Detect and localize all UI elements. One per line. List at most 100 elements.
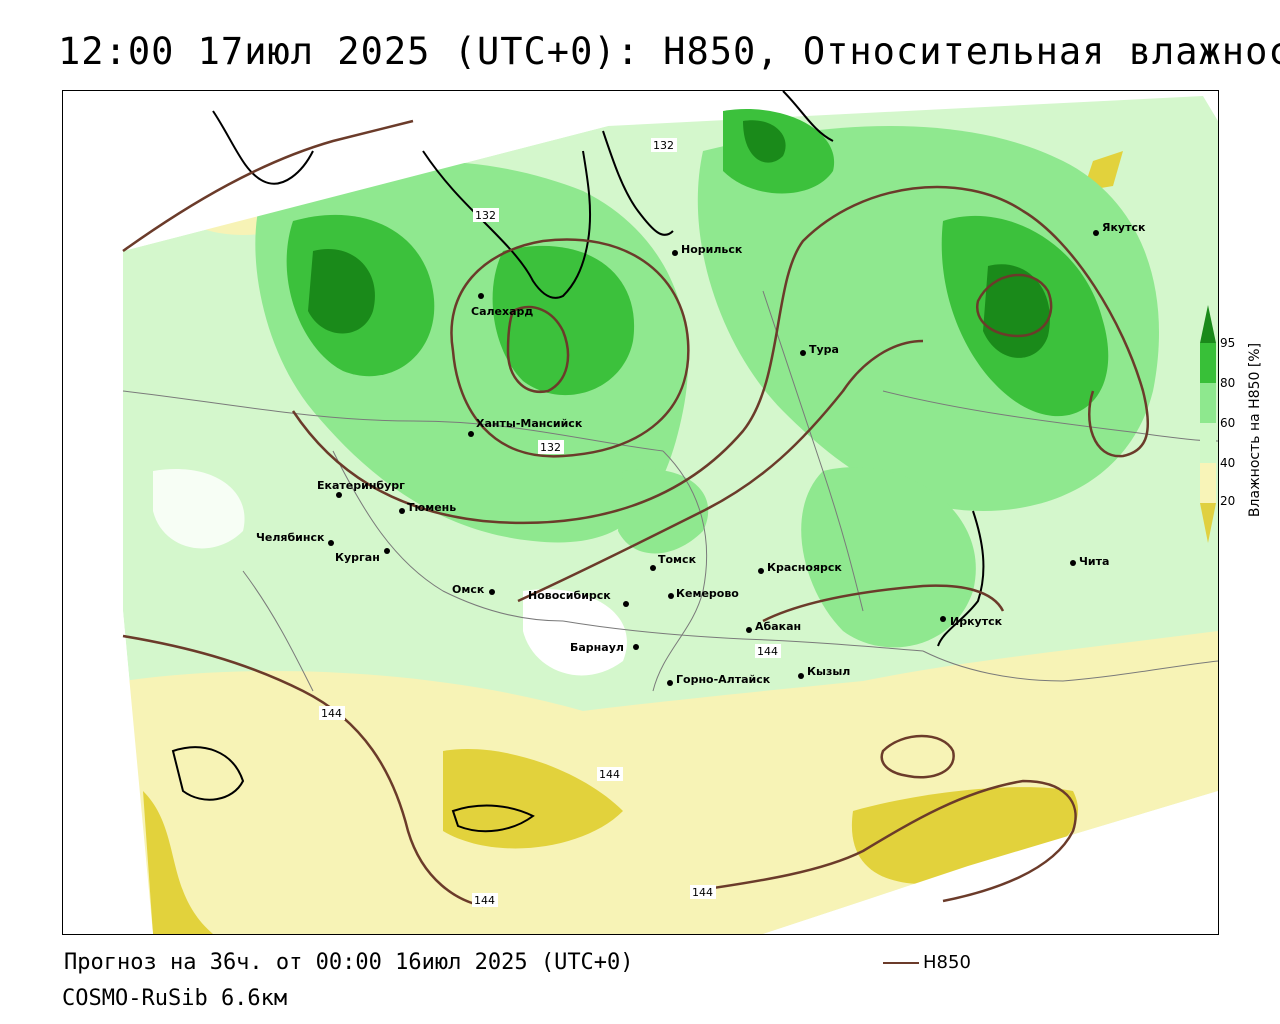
- coastline-taimyr: [782, 91, 834, 142]
- outside-domain-nw: [63, 91, 608, 251]
- coastline-nw: [212, 110, 314, 185]
- contour-132-west: [122, 119, 414, 253]
- city-dot-ekaterinburg: [336, 492, 342, 498]
- city-dot-barnaul: [633, 644, 639, 650]
- field-very-wet-1: [308, 249, 375, 334]
- field-moist-4: [618, 469, 709, 554]
- field-very-dry-2: [443, 749, 623, 849]
- city-dot-kyzyl: [798, 673, 804, 679]
- contour-144-lowerright: [692, 779, 1077, 903]
- colorbar-title: Влажность на H850 [%]: [1247, 342, 1263, 518]
- model-info: COSMO-RuSib 6.6км: [62, 986, 288, 1011]
- city-dot-omsk: [489, 589, 495, 595]
- city-label: Кемерово: [676, 587, 739, 600]
- contour-144-south: [762, 584, 1005, 623]
- humidity-fields: [123, 96, 1218, 934]
- city-label: Омск: [452, 583, 485, 596]
- city-dot-chita: [1070, 560, 1076, 566]
- city-dot-salekhard: [478, 293, 484, 299]
- coastline-gydan: [602, 130, 674, 236]
- city-dot-tomsk: [650, 565, 656, 571]
- contour-label: 132: [475, 209, 496, 222]
- contour-labels: 132 132 132 144 144 144 144 144: [319, 138, 781, 907]
- city-label: Красноярск: [767, 561, 842, 574]
- field-very-wet-3: [743, 120, 786, 163]
- city-dot-kemerovo: [668, 593, 674, 599]
- field-moist-3: [801, 467, 976, 648]
- contour-legend-label: H850: [923, 952, 971, 973]
- coastline-lake-1: [171, 746, 245, 801]
- forecast-info: Прогноз на 36ч. от 00:00 16июл 2025 (UTC…: [64, 950, 634, 975]
- city-label: Новосибирск: [528, 589, 611, 602]
- h850-contours: [122, 119, 1150, 908]
- coastline-lake-2: [451, 804, 535, 833]
- city-label: Тура: [809, 343, 839, 356]
- contour-label: 144: [599, 768, 620, 781]
- colorbar-bottom-arrow: [1200, 503, 1216, 543]
- contour-144-north: [122, 634, 484, 908]
- contour-label: 132: [540, 441, 561, 454]
- colorbar-tick: 40: [1220, 456, 1236, 470]
- city-label: Екатеринбург: [317, 479, 405, 492]
- colorbar-tick: 80: [1220, 376, 1236, 390]
- city-label: Абакан: [755, 620, 801, 633]
- field-gap-2: [153, 469, 245, 549]
- map-panel: Якутск Норильск Салехард Тура Ханты-Манс…: [62, 90, 1219, 935]
- colorbar-tick: 60: [1220, 416, 1236, 430]
- contour-closed-se: [880, 734, 955, 779]
- city-dot-yakutsk: [1093, 230, 1099, 236]
- city-markers: [328, 230, 1099, 686]
- outside-domain-w: [63, 251, 153, 934]
- contour-label: 132: [653, 139, 674, 152]
- coastline-baikal: [937, 510, 985, 647]
- colorbar: [1200, 305, 1216, 543]
- city-dot-tura: [800, 350, 806, 356]
- colorbar-band-20-40: [1200, 463, 1216, 503]
- field-gap-1: [523, 589, 627, 676]
- colorbar-band-80-95: [1200, 343, 1216, 383]
- colorbar-tick: 20: [1220, 494, 1236, 508]
- humidity-map: Якутск Норильск Салехард Тура Ханты-Манс…: [63, 91, 1218, 934]
- city-dot-khanty-mansiysk: [468, 431, 474, 437]
- admin-boundaries: [122, 290, 1218, 692]
- city-dot-abakan: [746, 627, 752, 633]
- colorbar-band-60-80: [1200, 383, 1216, 423]
- city-label: Кызыл: [807, 665, 850, 678]
- city-label: Барнаул: [570, 641, 624, 654]
- outside-domain-se: [763, 791, 1218, 934]
- field-wet-2: [492, 245, 635, 396]
- city-dot-chelyabinsk: [328, 540, 334, 546]
- city-label: Челябинск: [256, 531, 325, 544]
- colorbar-tick: 95: [1220, 336, 1236, 350]
- contour-ring-east: [975, 273, 1053, 338]
- coastline-yamal: [422, 150, 592, 299]
- contour-legend-line: [883, 962, 919, 964]
- colorbar-band-40-60: [1200, 423, 1216, 463]
- city-label: Салехард: [471, 305, 533, 318]
- city-dot-norilsk: [672, 250, 678, 256]
- page-title: 12:00 17июл 2025 (UTC+0): H850, Относите…: [58, 30, 1280, 73]
- city-label: Курган: [335, 551, 380, 564]
- city-label: Горно-Алтайск: [676, 673, 771, 686]
- contour-label: 144: [474, 894, 495, 907]
- city-label: Чита: [1079, 555, 1109, 568]
- city-label: Иркутск: [950, 615, 1003, 628]
- field-moist-2: [697, 126, 1159, 511]
- city-labels: Якутск Норильск Салехард Тура Ханты-Манс…: [256, 221, 1146, 686]
- city-label: Тюмень: [407, 501, 456, 514]
- coastlines: [171, 91, 985, 833]
- contour-label: 144: [321, 707, 342, 720]
- city-dot-irkutsk: [940, 616, 946, 622]
- contour-low-ring: [450, 238, 690, 458]
- contour-132-east: [291, 185, 1150, 525]
- city-dot-kurgan: [384, 548, 390, 554]
- contour-low-core: [506, 305, 570, 394]
- contour-label: 144: [692, 886, 713, 899]
- city-label: Томск: [658, 553, 697, 566]
- city-dot-tyumen: [399, 508, 405, 514]
- contour-144-mid: [517, 339, 924, 603]
- city-label: Ханты-Мансийск: [476, 417, 583, 430]
- colorbar-top-arrow: [1200, 305, 1216, 343]
- city-dot-gorno-altaysk: [667, 680, 673, 686]
- city-label: Якутск: [1102, 221, 1146, 234]
